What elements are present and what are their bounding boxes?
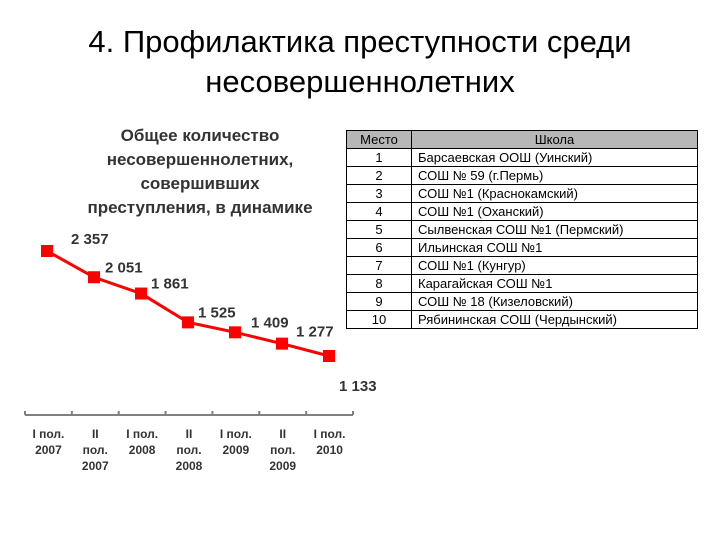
column-header-school: Школа — [411, 130, 698, 149]
slide-title-line-1: 4. Профилактика преступности среди — [88, 24, 632, 59]
chart-title: Общее количество несовершеннолетних, сов… — [60, 124, 340, 220]
school-cell: Рябининская СОШ (Чердынский) — [411, 310, 698, 329]
data-point-marker — [323, 350, 335, 362]
slide-title: 4. Профилактика преступности среди несов… — [40, 22, 680, 102]
x-tick-label: I пол. 2009 — [220, 427, 252, 457]
table-row: 5 Сылвенская СОШ №1 (Пермский) — [346, 220, 698, 239]
x-tick-label: II пол. 2007 — [82, 427, 109, 473]
data-point-marker — [41, 245, 53, 257]
place-cell: 6 — [346, 238, 412, 257]
table-row: 2 СОШ № 59 (г.Пермь) — [346, 166, 698, 185]
column-header-place: Место — [346, 130, 412, 149]
place-cell: 10 — [346, 310, 412, 329]
data-label: 1 277 — [296, 324, 334, 341]
x-tick-label: I пол. 2008 — [126, 427, 158, 457]
place-cell: 4 — [346, 202, 412, 221]
x-tick-label: II пол. 2009 — [269, 427, 296, 473]
place-cell: 3 — [346, 184, 412, 203]
data-point-marker — [229, 326, 241, 339]
school-cell: Карагайская СОШ №1 — [411, 274, 698, 293]
table-row: 3 СОШ №1 (Краснокамский) — [346, 184, 698, 203]
chart-title-line-3: совершивших — [140, 174, 260, 193]
x-tick-label: II пол. 2008 — [176, 427, 203, 473]
schools-ranking-table: Место Школа 1 Барсаевская ООШ (Уинский) 2… — [346, 130, 698, 329]
chart-title-line-1: Общее количество — [120, 126, 280, 145]
place-cell: 8 — [346, 274, 412, 293]
x-tick-label: I пол. 2007 — [32, 427, 64, 457]
place-cell: 1 — [346, 148, 412, 167]
place-cell: 7 — [346, 256, 412, 275]
place-cell: 9 — [346, 292, 412, 311]
chart-title-line-2: несовершеннолетних, — [106, 150, 294, 169]
place-cell: 5 — [346, 220, 412, 239]
place-cell: 2 — [346, 166, 412, 185]
table-row: 8 Карагайская СОШ №1 — [346, 274, 698, 293]
x-tick-label: I пол. 2010 — [314, 427, 346, 457]
table-row: 4 СОШ №1 (Оханский) — [346, 202, 698, 221]
data-label: 1 861 — [151, 276, 189, 293]
school-cell: Сылвенская СОШ №1 (Пермский) — [411, 220, 698, 239]
data-point-marker — [135, 287, 147, 300]
data-point-marker — [182, 316, 194, 329]
table-header-row: Место Школа — [346, 130, 698, 149]
school-cell: СОШ №1 (Краснокамский) — [411, 184, 698, 203]
table-row: 6 Ильинская СОШ №1 — [346, 238, 698, 257]
data-point-marker — [276, 337, 288, 350]
chart-title-line-4: преступления, в динамике — [87, 198, 313, 217]
school-cell: Ильинская СОШ №1 — [411, 238, 698, 257]
school-cell: СОШ №1 (Оханский) — [411, 202, 698, 221]
data-label: 1 525 — [198, 304, 236, 321]
data-label: 2 357 — [71, 231, 109, 248]
school-cell: СОШ №1 (Кунгур) — [411, 256, 698, 275]
data-label: 2 051 — [105, 259, 143, 276]
table-row: 1 Барсаевская ООШ (Уинский) — [346, 148, 698, 167]
table-row: 10 Рябининская СОШ (Чердынский) — [346, 310, 698, 329]
data-label: 1 409 — [251, 314, 289, 331]
table-row: 7 СОШ №1 (Кунгур) — [346, 256, 698, 275]
school-cell: СОШ № 59 (г.Пермь) — [411, 166, 698, 185]
school-cell: СОШ № 18 (Кизеловский) — [411, 292, 698, 311]
slide-title-line-2: несовершеннолетних — [205, 64, 515, 99]
data-point-marker — [88, 271, 100, 284]
school-cell: Барсаевская ООШ (Уинский) — [411, 148, 698, 167]
data-label: 1 133 — [339, 378, 377, 395]
table-row: 9 СОШ № 18 (Кизеловский) — [346, 292, 698, 311]
